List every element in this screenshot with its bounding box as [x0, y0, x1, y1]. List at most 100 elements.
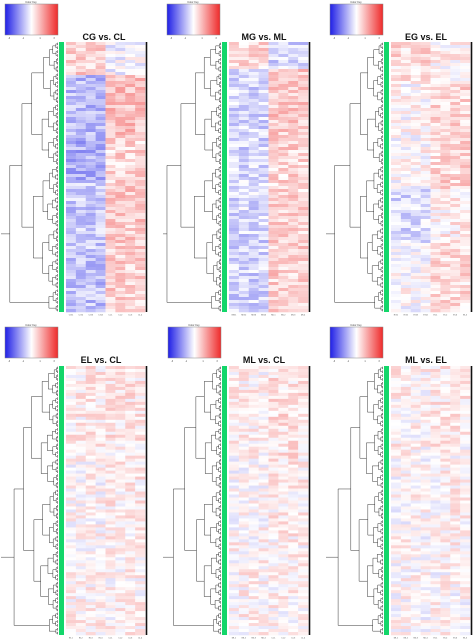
heatmap-cell — [391, 455, 402, 459]
heatmap-cell — [238, 542, 250, 546]
heatmap-cell — [410, 377, 421, 382]
heatmap-panel-1: Color Key -3 -1 1 3 CG vs. CL CG1 CG2 CG3 C… — [1, 0, 148, 317]
heatmap-cell — [105, 189, 116, 193]
heatmap-cell — [85, 440, 96, 445]
heatmap-cell — [75, 566, 87, 570]
heatmap-cell — [430, 108, 441, 112]
heatmap-cell — [95, 276, 106, 280]
heatmap-cell — [125, 180, 136, 184]
heatmap-cell — [66, 219, 77, 223]
heatmap-cell — [298, 374, 309, 379]
heatmap-cell — [66, 473, 77, 477]
heatmap-cell — [440, 228, 451, 232]
heatmap-cell — [288, 626, 299, 630]
heatmap-cell — [75, 383, 87, 388]
heatmap-cell — [391, 279, 402, 283]
heatmap-cell — [125, 596, 136, 600]
heatmap-cell — [430, 614, 441, 618]
heatmap-cell — [460, 581, 471, 585]
heatmap-cell — [391, 123, 402, 127]
heatmap-cell — [258, 485, 269, 489]
heatmap-cell — [115, 114, 126, 118]
heatmap-cell — [400, 449, 412, 453]
column-label: ML1 — [232, 638, 237, 640]
heatmap-cell — [66, 590, 77, 594]
heatmap-cell — [85, 63, 96, 67]
heatmap-cell — [440, 366, 451, 370]
heatmap-cell — [248, 620, 259, 624]
heatmap-cell — [410, 276, 421, 280]
heatmap-cell — [450, 216, 461, 220]
heatmap-cell — [391, 533, 402, 537]
heatmap-cell — [95, 377, 106, 382]
heatmap-cell — [420, 300, 431, 304]
heatmap-cell — [410, 551, 421, 555]
heatmap-cell — [258, 255, 269, 259]
heatmap-cell — [410, 563, 421, 567]
heatmap-cell — [66, 162, 77, 166]
heatmap-cell — [238, 195, 250, 199]
heatmap-cell — [66, 584, 77, 588]
heatmap-cell — [288, 539, 299, 543]
heatmap-cell — [450, 557, 461, 561]
heatmap-cell — [238, 530, 250, 534]
heatmap-cell — [400, 276, 412, 280]
heatmap-cell — [75, 497, 87, 501]
heatmap-cell — [391, 494, 402, 498]
heatmap-cell — [95, 626, 106, 630]
heatmap-cell — [268, 560, 279, 564]
heatmap-cell — [135, 246, 146, 250]
heatmap-cell — [420, 602, 431, 606]
heatmap-cell — [95, 189, 106, 193]
heatmap-cell — [278, 398, 289, 403]
heatmap-cell — [238, 102, 250, 106]
heatmap-cell — [66, 485, 77, 489]
panel-title: ML vs. EL — [405, 355, 447, 365]
heatmap-cell — [238, 551, 250, 555]
heatmap-cell — [440, 246, 451, 250]
heatmap-cell — [135, 386, 146, 391]
heatmap-cell — [268, 249, 279, 253]
heatmap-cell — [95, 60, 106, 64]
heatmap-cell — [248, 252, 259, 256]
heatmap-cell — [85, 150, 96, 154]
heatmap-cell — [400, 386, 412, 391]
heatmap-cell — [298, 84, 309, 88]
heatmap-cell — [115, 243, 126, 247]
heatmap-cell — [400, 198, 412, 202]
heatmap-cell — [229, 231, 240, 235]
heatmap-cell — [430, 252, 441, 256]
heatmap-cell — [115, 42, 126, 46]
heatmap-cell — [125, 611, 136, 615]
heatmap-cell — [420, 485, 431, 489]
heatmap-cell — [248, 90, 259, 94]
heatmap-cell — [298, 437, 309, 442]
heatmap-cell — [460, 518, 471, 522]
heatmap-cell — [95, 66, 106, 70]
heatmap-cell — [258, 551, 269, 555]
heatmap-cell — [268, 614, 279, 618]
heatmap-cell — [298, 72, 309, 76]
heatmap-cell — [105, 126, 116, 130]
heatmap-cell — [268, 431, 279, 436]
heatmap-cell — [298, 467, 309, 471]
heatmap-cell — [75, 560, 87, 564]
heatmap-cell — [125, 90, 136, 94]
heatmap-cell — [430, 440, 441, 445]
heatmap-cell — [95, 261, 106, 265]
heatmap-cell — [298, 51, 309, 55]
heatmap-cell — [258, 443, 269, 447]
heatmap-cell — [248, 554, 259, 558]
heatmap-cell — [229, 309, 240, 313]
heatmap-cell — [125, 246, 136, 250]
heatmap-cell — [66, 57, 77, 61]
heatmap-cell — [115, 632, 126, 636]
heatmap-cell — [268, 60, 279, 64]
heatmap-cell — [115, 494, 126, 498]
heatmap-cell — [450, 620, 461, 624]
heatmap-cell — [430, 578, 441, 582]
heatmap-cell — [66, 126, 77, 130]
heatmap-cell — [125, 222, 136, 226]
heatmap-cell — [440, 66, 451, 70]
heatmap-cell — [420, 407, 431, 412]
